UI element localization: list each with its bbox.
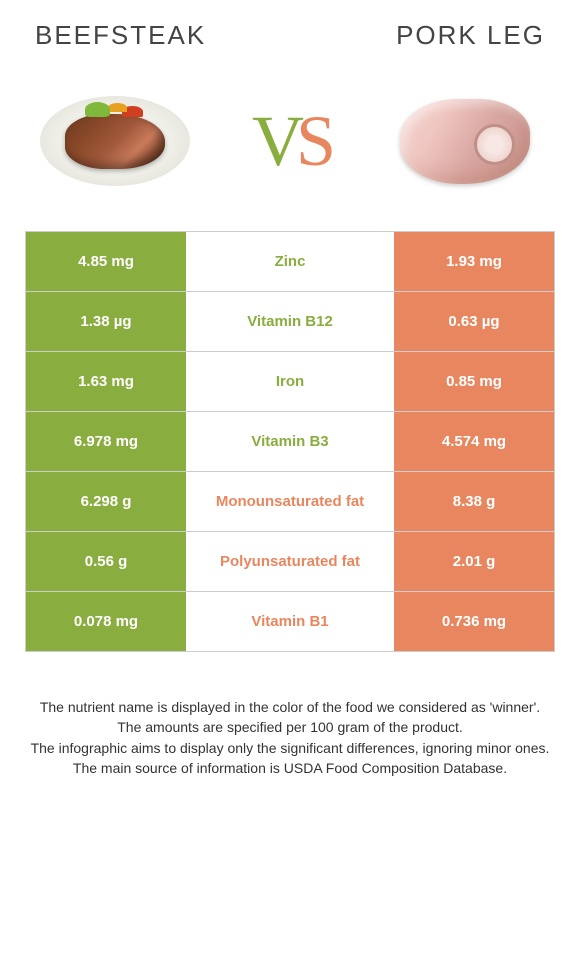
cell-nutrient-name: Monounsaturated fat — [186, 472, 394, 531]
cell-left-value: 6.978 mg — [26, 412, 186, 471]
footer-line: The nutrient name is displayed in the co… — [30, 697, 550, 717]
cell-right-value: 8.38 g — [394, 472, 554, 531]
footer-line: The amounts are specified per 100 gram o… — [30, 717, 550, 737]
cell-nutrient-name: Vitamin B1 — [186, 592, 394, 651]
cell-right-value: 0.736 mg — [394, 592, 554, 651]
comparison-header: BEEFSTEAK PORK LEG — [25, 20, 555, 51]
table-row: 1.63 mgIron0.85 mg — [26, 352, 554, 412]
food-right-title: PORK LEG — [396, 20, 545, 51]
vs-v-letter: V — [252, 101, 296, 181]
vs-s-letter: S — [296, 101, 328, 181]
cell-nutrient-name: Iron — [186, 352, 394, 411]
cell-left-value: 0.56 g — [26, 532, 186, 591]
table-row: 1.38 µgVitamin B120.63 µg — [26, 292, 554, 352]
cell-left-value: 1.38 µg — [26, 292, 186, 351]
footer-notes: The nutrient name is displayed in the co… — [25, 697, 555, 778]
cell-right-value: 4.574 mg — [394, 412, 554, 471]
cell-right-value: 2.01 g — [394, 532, 554, 591]
cell-right-value: 0.63 µg — [394, 292, 554, 351]
cell-left-value: 0.078 mg — [26, 592, 186, 651]
footer-line: The infographic aims to display only the… — [30, 738, 550, 758]
beefsteak-icon — [65, 114, 165, 169]
plate-icon — [40, 96, 190, 186]
table-row: 4.85 mgZinc1.93 mg — [26, 232, 554, 292]
food-left-title: BEEFSTEAK — [35, 20, 206, 51]
table-row: 6.298 gMonounsaturated fat8.38 g — [26, 472, 554, 532]
cell-nutrient-name: Polyunsaturated fat — [186, 532, 394, 591]
food-right-image — [385, 86, 545, 196]
table-row: 6.978 mgVitamin B34.574 mg — [26, 412, 554, 472]
nutrient-table: 4.85 mgZinc1.93 mg1.38 µgVitamin B120.63… — [25, 231, 555, 652]
cell-left-value: 1.63 mg — [26, 352, 186, 411]
food-left-image — [35, 86, 195, 196]
vs-label: VS — [252, 100, 328, 183]
pork-leg-icon — [400, 99, 530, 184]
cell-right-value: 1.93 mg — [394, 232, 554, 291]
table-row: 0.078 mgVitamin B10.736 mg — [26, 592, 554, 652]
cell-left-value: 6.298 g — [26, 472, 186, 531]
cell-nutrient-name: Zinc — [186, 232, 394, 291]
cell-right-value: 0.85 mg — [394, 352, 554, 411]
table-row: 0.56 gPolyunsaturated fat2.01 g — [26, 532, 554, 592]
vs-row: VS — [25, 86, 555, 196]
cell-nutrient-name: Vitamin B12 — [186, 292, 394, 351]
cell-nutrient-name: Vitamin B3 — [186, 412, 394, 471]
cell-left-value: 4.85 mg — [26, 232, 186, 291]
footer-line: The main source of information is USDA F… — [30, 758, 550, 778]
